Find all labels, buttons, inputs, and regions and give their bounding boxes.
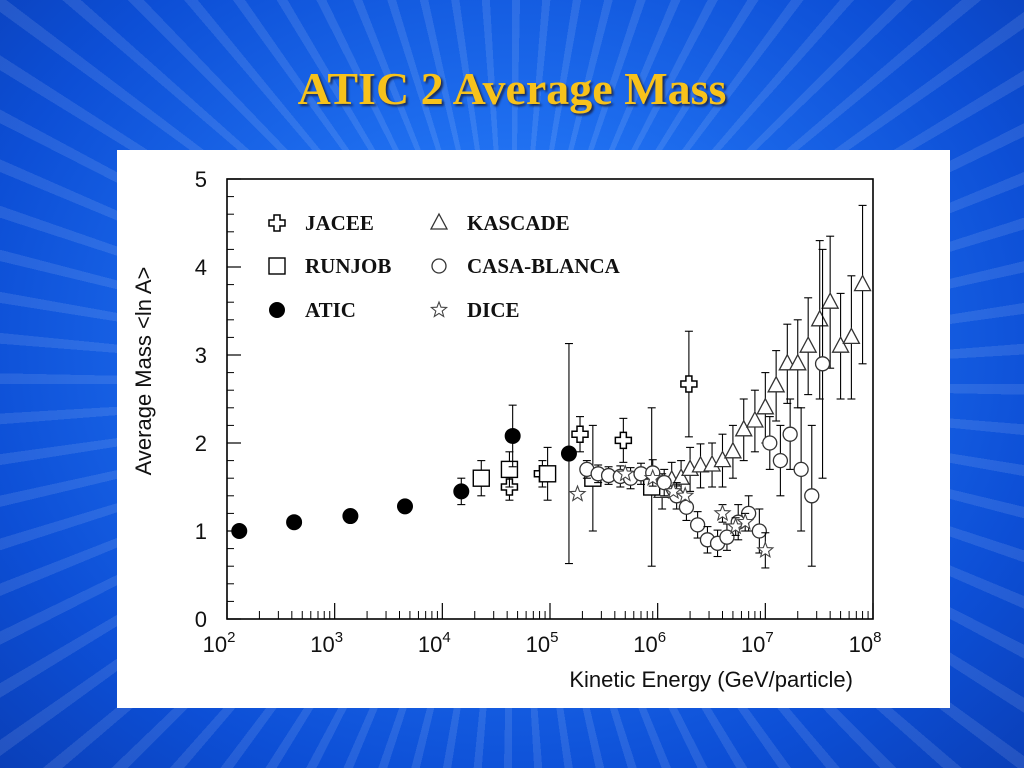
y-tick-label: 0 bbox=[195, 607, 207, 632]
casa-blanca-point bbox=[689, 517, 706, 533]
axis-ticks bbox=[226, 178, 874, 620]
kascade-point bbox=[842, 327, 861, 345]
series-casa-blanca bbox=[579, 248, 831, 567]
runjob-point bbox=[472, 469, 490, 487]
dice-point bbox=[756, 540, 775, 559]
legend-marker-atic bbox=[269, 302, 285, 318]
legend-label-casa-blanca: CASA-BLANCA bbox=[467, 254, 621, 278]
atic-point bbox=[396, 498, 413, 515]
series-atic bbox=[231, 343, 577, 565]
x-tick-label: 106 bbox=[633, 629, 666, 657]
kascade-point bbox=[767, 375, 786, 393]
x-tick-label: 104 bbox=[418, 629, 451, 657]
y-axis-label: Average Mass <ln A> bbox=[131, 267, 156, 476]
legend-marker-runjob bbox=[268, 257, 286, 275]
dice-point bbox=[643, 468, 662, 486]
kascade-point bbox=[671, 467, 691, 485]
kascade-point bbox=[853, 274, 872, 292]
dice-point bbox=[676, 486, 695, 504]
series-layer bbox=[231, 204, 872, 569]
legend-item-kascade: KASCADE bbox=[429, 211, 570, 235]
kascade-point bbox=[756, 397, 775, 415]
jacee-point bbox=[680, 375, 698, 393]
slide-title: ATIC 2 Average Mass bbox=[297, 63, 727, 114]
dice-point bbox=[664, 481, 683, 500]
legend-label-kascade: KASCADE bbox=[467, 211, 570, 235]
atic-point bbox=[453, 483, 470, 500]
kascade-point bbox=[799, 335, 818, 353]
atic-point bbox=[286, 514, 303, 531]
x-axis-label: Kinetic Energy (GeV/particle) bbox=[569, 667, 853, 692]
legend-label-atic: ATIC bbox=[305, 298, 356, 322]
legend-marker-kascade bbox=[429, 212, 449, 230]
casa-blanca-point bbox=[814, 356, 831, 372]
y-tick-label: 3 bbox=[195, 343, 207, 368]
y-tick-label: 4 bbox=[195, 255, 207, 280]
runjob-point bbox=[538, 465, 557, 483]
legend-item-runjob: RUNJOB bbox=[268, 254, 391, 278]
casa-blanca-point bbox=[751, 523, 768, 539]
x-tick-label: 105 bbox=[526, 629, 559, 657]
dice-point bbox=[713, 503, 732, 522]
casa-blanca-point bbox=[793, 461, 809, 478]
y-tick-label: 1 bbox=[195, 519, 207, 544]
legend-label-jacee: JACEE bbox=[305, 211, 374, 235]
runjob-point bbox=[500, 460, 519, 479]
axis-labels: 0 1 2 3 4 5 102 103 104 105 106 107 108 Kinetic Energ… bbox=[131, 167, 881, 692]
legend-item-atic: ATIC bbox=[269, 298, 356, 322]
kascade-point bbox=[691, 455, 710, 473]
jacee-point bbox=[571, 425, 589, 443]
kascade-point bbox=[788, 353, 807, 371]
kascade-point bbox=[821, 291, 840, 309]
kascade-point bbox=[745, 410, 764, 428]
dice-point bbox=[736, 512, 755, 530]
x-tick-label: 103 bbox=[310, 629, 343, 657]
kascade-point bbox=[723, 441, 743, 459]
y-tick-label: 2 bbox=[195, 431, 207, 456]
casa-blanca-point bbox=[782, 426, 798, 442]
dice-point bbox=[568, 484, 587, 502]
x-tick-label: 107 bbox=[741, 629, 774, 657]
x-tick-label: 102 bbox=[203, 629, 236, 657]
atic-point bbox=[504, 427, 521, 444]
legend-item-casa-blanca: CASA-BLANCA bbox=[431, 254, 621, 278]
legend-label-dice: DICE bbox=[467, 298, 520, 322]
kascade-point bbox=[713, 450, 732, 468]
casa-blanca-point bbox=[762, 435, 778, 451]
legend-item-jacee: JACEE bbox=[268, 211, 374, 235]
atic-point bbox=[342, 508, 359, 525]
kascade-point bbox=[810, 309, 829, 327]
casa-blanca-point bbox=[772, 452, 789, 469]
casa-blanca-point bbox=[656, 474, 672, 491]
legend-marker-casa-blanca bbox=[431, 258, 447, 274]
legend-label-runjob: RUNJOB bbox=[305, 254, 391, 278]
kascade-point bbox=[734, 419, 753, 437]
atic-point bbox=[231, 523, 248, 539]
legend-marker-dice bbox=[429, 300, 449, 318]
casa-blanca-point bbox=[804, 488, 820, 504]
jacee-point bbox=[614, 431, 633, 450]
series-kascade bbox=[653, 204, 872, 510]
casa-blanca-point bbox=[678, 499, 695, 515]
legend-item-dice: DICE bbox=[429, 298, 520, 322]
legend: JACEE KASCADE RUNJOB CASA-BLANCA ATIC DICE bbox=[268, 211, 621, 322]
atic-point bbox=[560, 445, 577, 462]
y-tick-label: 5 bbox=[195, 167, 207, 192]
series-dice bbox=[568, 464, 775, 569]
dice-point bbox=[616, 464, 635, 482]
kascade-point bbox=[831, 335, 850, 353]
legend-marker-jacee bbox=[268, 214, 286, 232]
x-tick-label: 108 bbox=[849, 629, 882, 657]
